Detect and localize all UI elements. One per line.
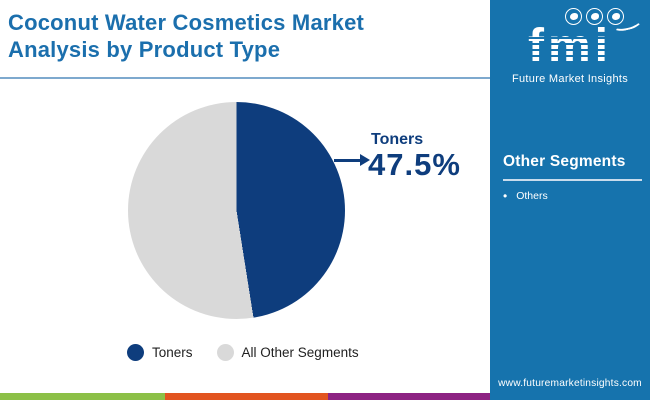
footer-color-bar	[0, 393, 490, 400]
other-segments-block: Other Segments Others	[503, 153, 642, 202]
page-title: Coconut Water Cosmetics Market Analysis …	[8, 10, 365, 63]
other-segments-divider	[503, 179, 642, 181]
globe-europe-icon	[586, 8, 603, 25]
legend-item-all-other-segments: All Other Segments	[216, 344, 359, 361]
fmi-logo: fmi Future Market Insights	[490, 8, 650, 85]
chart-legend: Toners All Other Segments	[127, 344, 359, 361]
legend-item-toners: Toners	[127, 344, 193, 361]
footer-bar-orange	[165, 393, 328, 400]
logo-globe-icons	[510, 8, 644, 34]
pie-chart	[128, 102, 345, 319]
callout-arrow-line	[334, 159, 362, 162]
logo-wordmark: fmi	[526, 20, 614, 73]
callout-label: Toners	[371, 131, 424, 148]
chart-area: Coconut Water Cosmetics Market Analysis …	[0, 10, 490, 400]
footer-bar-green	[0, 393, 165, 400]
logo-text: fmi	[528, 20, 612, 73]
website-url: www.futuremarketinsights.com	[498, 378, 642, 389]
footer-bar-purple	[328, 393, 490, 400]
logo-caption: Future Market Insights	[511, 73, 629, 85]
other-segments-list: Others	[503, 190, 642, 202]
legend-label-all-other-segments: All Other Segments	[241, 345, 359, 360]
globe-americas-icon	[565, 8, 582, 25]
other-segments-heading: Other Segments	[503, 153, 626, 170]
other-segments-item: Others	[503, 190, 642, 202]
globe-asia-icon	[607, 8, 624, 25]
legend-label-toners: Toners	[152, 345, 193, 360]
brand-panel: fmi Future Market Insights Other Segment…	[490, 0, 650, 400]
callout-value: 47.5%	[368, 147, 461, 182]
title-divider	[0, 77, 490, 79]
legend-swatch-all-other-segments	[216, 344, 234, 361]
callout-arrow-head	[360, 154, 370, 166]
legend-swatch-toners	[127, 344, 144, 361]
